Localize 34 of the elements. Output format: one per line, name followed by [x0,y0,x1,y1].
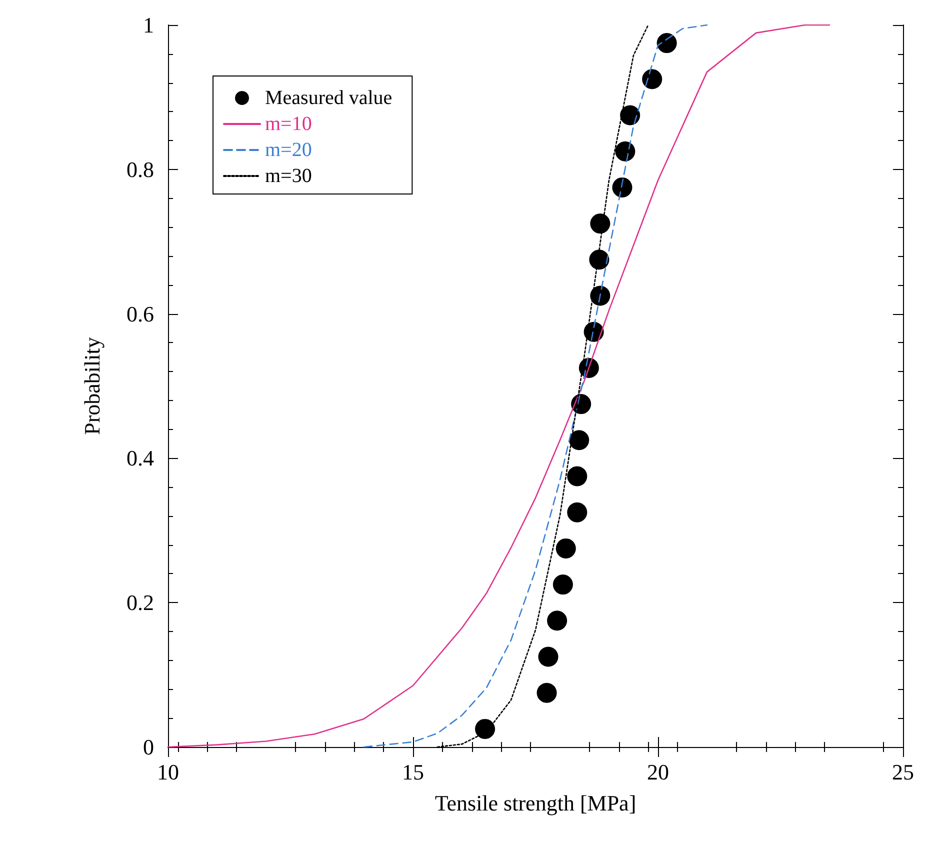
y-tick-label: 0 [143,734,154,760]
point [620,105,640,126]
x-axis-title: Tensile strength [MPa] [434,790,636,816]
point [642,69,662,90]
line-series [436,24,649,748]
point [547,610,568,631]
point [615,141,636,162]
point [556,538,576,558]
legend-label: m=30 [265,165,312,187]
point [475,718,496,739]
legend-label: Measured value [265,87,392,109]
y-tick-label: 1 [143,12,154,38]
point [590,214,610,234]
y-tick-label: 0.6 [126,301,154,326]
point [656,33,677,54]
x-tick-label: 10 [157,760,179,784]
point [569,430,590,450]
y-tick-label: 0.2 [126,590,154,616]
y-axis-title: Probability [80,337,104,435]
point [552,574,573,595]
legend-label: m=20 [265,139,312,161]
point [589,250,610,270]
y-tick-label: 0.8 [126,156,154,182]
point [567,502,588,522]
x-tick-label: 15 [402,760,424,784]
point [536,682,557,703]
x-tick-label: 25 [892,760,914,784]
y-tick-label: 0.4 [126,446,154,471]
point [590,286,610,306]
legend-label: m=10 [265,113,312,135]
point [612,177,632,198]
point [567,466,588,486]
x-tick-label: 20 [647,760,669,784]
point [538,646,558,667]
